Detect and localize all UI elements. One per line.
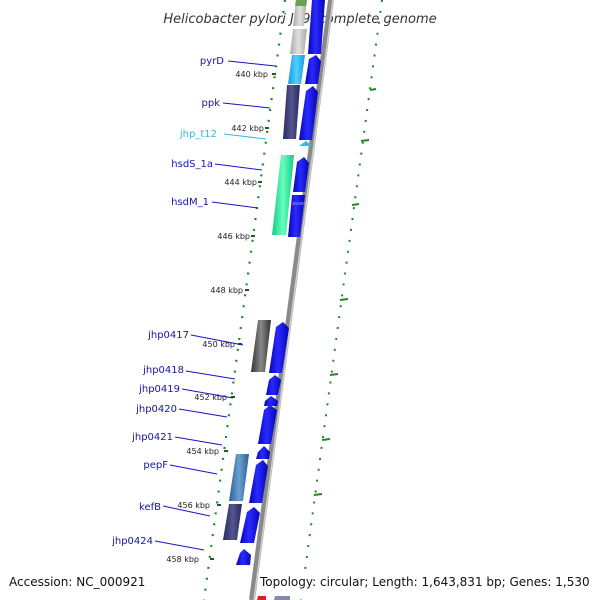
gene-label-kefB[interactable]: kefB [139,502,161,513]
gene-label-jhp0420[interactable]: jhp0420 [135,404,177,415]
gene-hsdS_1a[interactable] [272,155,294,235]
gene-hsdM_1[interactable] [288,157,309,237]
gene-partial-top-teal[interactable] [295,0,307,6]
gene-labels: pyrD ppk jhp_t12 hsdS_1a hsdM_1 jhp0417 … [111,56,224,547]
scale-labels: 440 kbp 442 kbp 444 kbp 446 kbp 448 kbp … [166,70,268,564]
topology-text: Topology: circular; Length: 1,643,831 bp… [259,575,590,589]
gene-label-jhp_t12[interactable]: jhp_t12 [179,129,217,140]
tick-label-444: 444 kbp [224,178,257,187]
gene-label-jhp0424[interactable]: jhp0424 [111,536,153,547]
gene-ppk[interactable] [283,85,318,140]
gene-jhp0420[interactable] [258,405,277,444]
tick-label-458: 458 kbp [166,555,199,564]
accession-text: Accession: NC_000921 [9,575,145,589]
gene-label-pyrD[interactable]: pyrD [200,56,224,67]
tick-label-454: 454 kbp [186,447,219,456]
tick-label-448: 448 kbp [210,286,243,295]
gene-partial-bottom-grey[interactable] [274,596,290,600]
gene-label-hsdS_1a[interactable]: hsdS_1a [171,159,213,170]
gene-kefB[interactable] [223,504,260,543]
gene-label-ppk[interactable]: ppk [202,98,221,109]
tick-label-452: 452 kbp [194,393,227,402]
backbone [249,0,334,600]
gene-jhp0421[interactable] [256,446,270,459]
tick-label-456: 456 kbp [177,501,210,510]
gene-pepF[interactable] [229,454,268,503]
gene-label-jhp0418[interactable]: jhp0418 [142,365,184,376]
gene-label-hsdM_1[interactable]: hsdM_1 [171,197,209,208]
gene-partial-bottom-red[interactable] [257,596,266,600]
gene-partial-top-blue[interactable] [308,0,325,54]
gene-jhp0424[interactable] [236,549,251,565]
gc-skew-ring [300,0,383,600]
tick-label-450: 450 kbp [202,340,235,349]
tick-label-442: 442 kbp [231,124,264,133]
gene-pyrD[interactable] [288,55,321,84]
gene-partial-top-grey[interactable] [293,0,307,26]
gene-jhp_t12[interactable] [299,141,312,146]
gene-label-jhp0417[interactable]: jhp0417 [147,330,189,341]
tick-label-446: 446 kbp [217,232,250,241]
gene-jhp0417[interactable] [251,320,289,373]
gene-label-jhp0419[interactable]: jhp0419 [138,384,180,395]
gene-leader-lines [154,60,276,551]
gene-jhp0418[interactable] [266,375,281,395]
inner-tick-ring [202,0,287,600]
gene-label-jhp0421[interactable]: jhp0421 [131,432,173,443]
gene-partial-top-grey-2[interactable] [290,29,307,54]
gene-label-pepF[interactable]: pepF [143,460,168,471]
topology-background [258,574,590,592]
tick-label-440: 440 kbp [235,70,268,79]
gene-jhp0419[interactable] [264,396,278,406]
